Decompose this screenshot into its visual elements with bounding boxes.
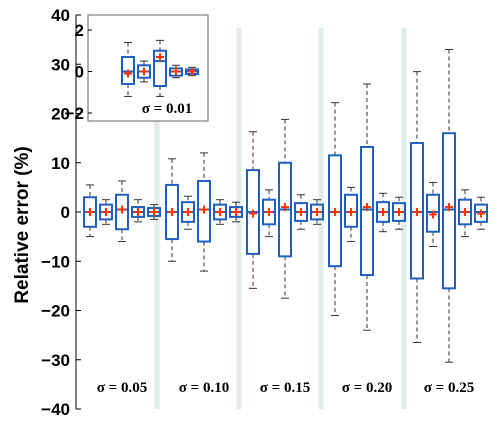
inset-plot: 2 0 −2 σ = 0.01 [65, 14, 209, 123]
box-element [169, 64, 183, 79]
box-element [442, 48, 456, 363]
y-tick-label: −40 [41, 400, 70, 419]
iqr-box [360, 145, 374, 277]
iqr-box [344, 193, 358, 228]
group-label: σ = 0.25 [424, 380, 474, 396]
inset-y-axis: 2 0 −2 [65, 21, 92, 123]
box-element [115, 180, 129, 243]
iqr-box [121, 55, 135, 85]
group-label: σ = 0.20 [342, 380, 392, 396]
box-element [262, 189, 276, 238]
box-element [410, 71, 424, 344]
group-label: σ = 0.05 [97, 380, 147, 396]
iqr-box [115, 193, 129, 231]
box-element [278, 118, 292, 299]
iqr-box [426, 193, 440, 233]
inset-y-tick-label: 0 [75, 63, 84, 82]
box-element [376, 192, 390, 233]
box-element [426, 181, 440, 247]
box-group [246, 118, 324, 299]
inset-boxes [121, 39, 199, 97]
y-tick-label: 20 [51, 105, 70, 124]
y-tick-label: −30 [41, 351, 70, 370]
iqr-box [197, 179, 211, 243]
box-element [474, 196, 488, 230]
y-tick-label: 10 [51, 154, 70, 173]
box-element [229, 201, 243, 223]
box-element [328, 102, 342, 316]
box-group [165, 152, 243, 272]
box-element [121, 41, 135, 97]
box-element [153, 39, 167, 97]
iqr-box [410, 142, 424, 280]
box-element [131, 199, 145, 223]
inset-frame [87, 14, 209, 122]
y-axis-label: Relative error (%) [12, 146, 33, 303]
box-group [410, 48, 488, 363]
box-element [294, 194, 308, 230]
box-element [246, 131, 260, 289]
group-label: σ = 0.15 [260, 380, 310, 396]
box-element [360, 83, 374, 331]
iqr-box [474, 203, 488, 223]
box-element [185, 66, 199, 77]
inset-y-tick-label: −2 [65, 104, 84, 123]
group-separator [236, 28, 242, 409]
iqr-box [328, 154, 342, 268]
iqr-box [153, 49, 167, 88]
box-element [213, 199, 227, 225]
box-element [197, 152, 211, 272]
box-element [147, 204, 161, 220]
iqr-box [442, 132, 456, 290]
box-element [310, 199, 324, 225]
box-element [99, 199, 113, 225]
box-element [181, 195, 195, 230]
box-group [83, 180, 161, 243]
y-tick-label: −10 [41, 252, 70, 271]
group-separator [154, 28, 160, 409]
y-tick-label: 0 [61, 203, 70, 222]
box-element [165, 158, 179, 262]
inset-y-tick-label: 2 [75, 21, 84, 40]
inset-group-label: σ = 0.01 [142, 101, 192, 117]
group-labels: σ = 0.05 σ = 0.10 σ = 0.15 σ = 0.20 σ = 0.25 [97, 380, 474, 396]
y-tick-label: 40 [51, 6, 70, 25]
main-boxes [83, 48, 488, 363]
y-tick-label: −20 [41, 302, 70, 321]
box-element [458, 189, 472, 238]
box-element [83, 184, 97, 238]
y-tick-label: 30 [51, 55, 70, 74]
box-group [328, 83, 406, 331]
box-element [137, 60, 151, 83]
box-element [392, 196, 406, 230]
group-label: σ = 0.10 [179, 380, 229, 396]
box-element [344, 186, 358, 243]
